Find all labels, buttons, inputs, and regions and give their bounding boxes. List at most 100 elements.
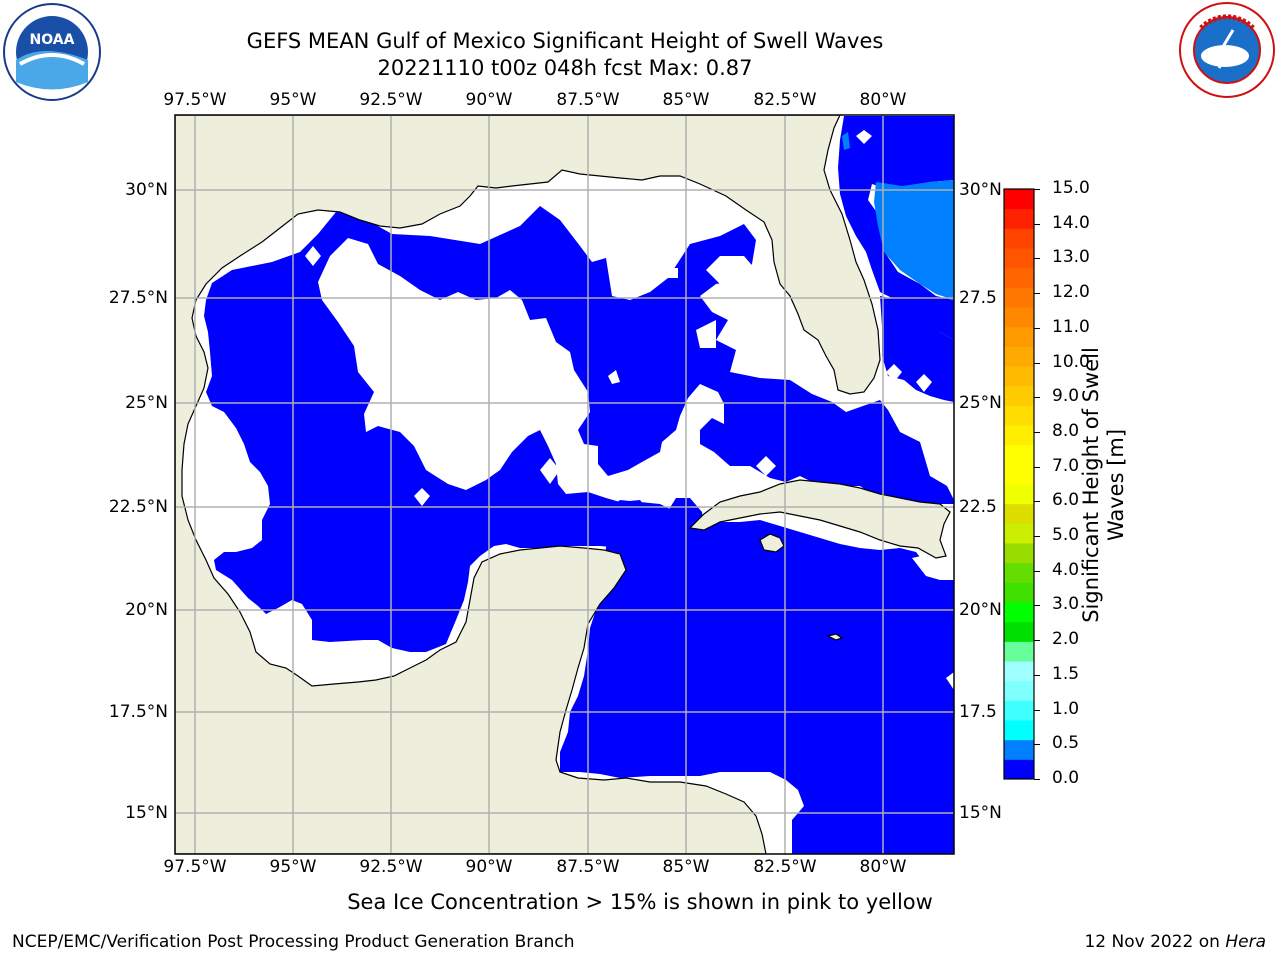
lon-label-top-2: 92.5°W (359, 90, 423, 110)
lon-label-top-5: 85°W (662, 90, 710, 110)
colorbar-label-line1: Significant Height of Swell (1079, 347, 1103, 623)
sea-ice-note: Sea Ice Concentration > 15% is shown in … (347, 890, 933, 914)
colorbar-tick-label: 15.0 (1052, 178, 1090, 198)
colorbar-label-line2: Waves [m] (1104, 428, 1128, 542)
map-frame (174, 114, 955, 855)
colorbar-tick (1034, 223, 1040, 225)
colorbar-cell (1004, 189, 1034, 210)
colorbar-cell (1004, 385, 1034, 406)
lon-label-bottom-4: 87.5°W (556, 857, 620, 877)
chart-title-line1: GEFS MEAN Gulf of Mexico Significant Hei… (246, 29, 884, 53)
map-gridlines (175, 115, 954, 854)
lat-label-left-2: 25°N (125, 393, 168, 413)
colorbar-cell (1004, 739, 1034, 760)
lon-label-bottom-5: 85°W (662, 857, 710, 877)
colorbar-tick-label: 0.5 (1052, 733, 1080, 754)
colorbar-tick (1034, 258, 1040, 260)
lon-label-top-6: 82.5°W (753, 90, 817, 110)
colorbar-cell (1004, 759, 1034, 780)
colorbar-tick (1034, 501, 1040, 503)
colorbar-tick (1034, 779, 1040, 780)
lat-label-left-0: 30°N (125, 180, 168, 200)
lon-label-top-4: 87.5°W (556, 90, 620, 110)
colorbar-tick (1034, 570, 1040, 572)
lat-label-right-5: 17.5 (959, 702, 997, 722)
colorbar-cell (1004, 543, 1034, 564)
colorbar-cell (1004, 700, 1034, 721)
footer-date: 12 Nov 2022 on Hera (1084, 932, 1266, 952)
lon-label-bottom-7: 80°W (859, 857, 907, 877)
noaa-logo: NOAA (2, 2, 102, 102)
colorbar-cell (1004, 326, 1034, 347)
colorbar-cell (1004, 562, 1034, 583)
colorbar (1003, 188, 1035, 780)
colorbar-tick (1034, 709, 1040, 711)
colorbar-cell (1004, 444, 1034, 465)
colorbar-tick (1034, 397, 1040, 399)
lat-label-right-4: 20°N (959, 600, 1002, 620)
colorbar-tick (1034, 744, 1040, 746)
footer-credit: NCEP/EMC/Verification Post Processing Pr… (12, 932, 575, 952)
colorbar-cell (1004, 425, 1034, 446)
footer-machine: Hera (1225, 932, 1266, 952)
colorbar-cell (1004, 307, 1034, 328)
lon-label-bottom-0: 97.5°W (163, 857, 227, 877)
lat-label-right-1: 27.5 (959, 288, 997, 308)
lat-label-left-6: 15°N (125, 803, 168, 823)
lon-label-bottom-1: 95°W (269, 857, 317, 877)
footer-date-text: 12 Nov 2022 on (1084, 932, 1226, 952)
colorbar-tick (1034, 293, 1040, 295)
colorbar-tick (1034, 327, 1040, 329)
colorbar-tick-label: 1.5 (1052, 663, 1080, 684)
colorbar-tick-label: 7.0 (1052, 455, 1080, 476)
lat-label-left-1: 27.5°N (108, 288, 168, 308)
lat-label-right-0: 30°N (959, 180, 1002, 200)
colorbar-tick-label: 2.0 (1052, 629, 1080, 650)
lon-label-top-1: 95°W (269, 90, 317, 110)
lon-label-top-0: 97.5°W (163, 90, 227, 110)
lat-label-left-5: 17.5°N (108, 702, 168, 722)
colorbar-tick (1034, 466, 1040, 468)
swell-holes (305, 130, 954, 690)
colorbar-tick-label: 4.0 (1052, 559, 1080, 580)
lat-label-right-3: 22.5 (959, 497, 997, 517)
colorbar-tick-label: 10.0 (1052, 351, 1090, 372)
lat-label-right-6: 15°N (959, 803, 1002, 823)
colorbar-tick-label: 13.0 (1052, 247, 1090, 268)
colorbar-cell (1004, 346, 1034, 367)
colorbar-cell (1004, 405, 1034, 426)
lat-label-left-3: 22.5°N (108, 497, 168, 517)
noaa-logo-text: NOAA (30, 32, 75, 48)
colorbar-tick-label: 14.0 (1052, 212, 1090, 233)
colorbar-cell (1004, 366, 1034, 387)
lat-label-left-4: 20°N (125, 600, 168, 620)
colorbar-tick (1034, 605, 1040, 607)
colorbar-cell (1004, 680, 1034, 701)
colorbar-cell (1004, 208, 1034, 229)
colorbar-tick (1034, 189, 1040, 190)
colorbar-tick (1034, 362, 1040, 364)
colorbar-tick (1034, 536, 1040, 538)
colorbar-tick-label: 12.0 (1052, 282, 1090, 303)
lon-label-bottom-6: 82.5°W (753, 857, 817, 877)
chart-title-line2: 20221110 t00z 048h fcst Max: 0.87 (377, 56, 753, 80)
colorbar-tick (1034, 674, 1040, 676)
colorbar-cell (1004, 503, 1034, 524)
colorbar-cell (1004, 464, 1034, 485)
colorbar-tick-label: 6.0 (1052, 490, 1080, 511)
nws-logo (1177, 0, 1277, 100)
colorbar-cell (1004, 582, 1034, 603)
colorbar-cell (1004, 248, 1034, 269)
colorbar-cell (1004, 641, 1034, 662)
lat-label-right-2: 25°N (959, 393, 1002, 413)
lon-label-top-3: 90°W (465, 90, 513, 110)
colorbar-tick (1034, 431, 1040, 433)
colorbar-tick-label: 5.0 (1052, 525, 1080, 546)
colorbar-tick-label: 9.0 (1052, 386, 1080, 407)
colorbar-tick (1034, 640, 1040, 642)
colorbar-cell (1004, 267, 1034, 288)
colorbar-cell (1004, 621, 1034, 642)
land-areas (175, 115, 951, 854)
lon-label-bottom-2: 92.5°W (359, 857, 423, 877)
